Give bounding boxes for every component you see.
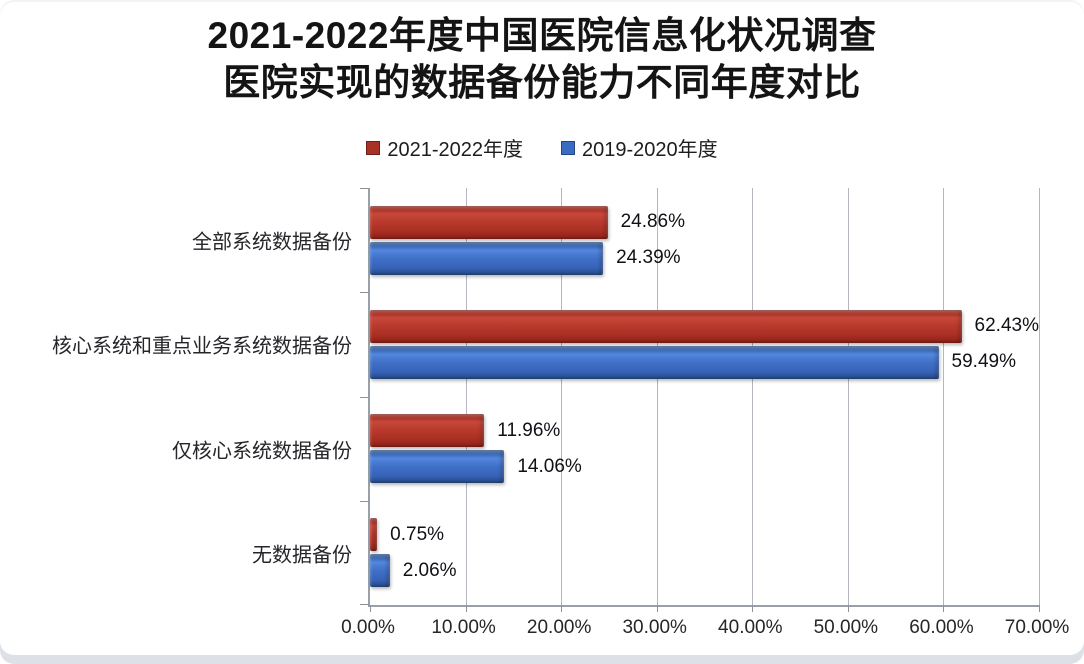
bar-2019-2020 (370, 241, 604, 275)
x-axis-tick-label: 10.00% (431, 617, 496, 638)
legend-swatch-red-icon (366, 140, 381, 155)
bar-2021-2022 (370, 414, 485, 448)
legend: 2021-2022年度 2019-2020年度 (0, 133, 1084, 162)
chart-title: 2021-2022年度中国医院信息化状况调查 医院实现的数据备份能力不同年度对比 (0, 12, 1084, 106)
bar-2019-2020 (370, 450, 505, 484)
bar-value-label: 14.06% (517, 455, 582, 477)
x-axis-tick (370, 605, 371, 612)
bar-2019-2020 (370, 554, 390, 588)
x-axis-tick (943, 605, 945, 612)
y-axis-tick (360, 396, 369, 398)
category-band: 0.75% 2.06% (370, 501, 1039, 605)
category-band: 24.86% 24.39% (370, 188, 1039, 292)
y-axis-tick (360, 500, 369, 502)
x-axis-tick (1039, 605, 1040, 612)
bar-value-label: 24.39% (616, 247, 681, 269)
x-axis-tick (465, 605, 467, 612)
y-axis-tick (360, 188, 369, 189)
x-axis-tick (752, 605, 754, 612)
gridline (847, 188, 849, 605)
category-label: 核心系统和重点业务系统数据备份 (52, 335, 352, 358)
bar-value-label: 59.49% (951, 351, 1016, 373)
y-axis-tick (360, 292, 369, 294)
gridline (943, 188, 945, 605)
gridline (561, 188, 563, 605)
x-axis-tick (656, 605, 658, 612)
gridline (656, 188, 658, 605)
category-label: 全部系统数据备份 (192, 231, 352, 254)
legend-label: 2019-2020年度 (582, 139, 718, 161)
legend-item-2021-2022: 2021-2022年度 (366, 133, 523, 162)
x-axis-tick-label: 20.00% (526, 617, 592, 638)
gridline (752, 188, 754, 605)
bar-2019-2020 (370, 345, 939, 379)
bar-value-label: 62.43% (974, 315, 1039, 337)
bar-row: 62.43% (370, 309, 1039, 343)
plot-area: 24.86% 24.39% 62.43% 59.49% 11.96% 14.06% 0.75… (360, 188, 1040, 612)
x-axis-tick-label: 70.00% (1004, 617, 1070, 638)
x-axis-tick-label: 60.00% (909, 617, 974, 638)
bar-row: 24.86% (370, 205, 1039, 239)
x-axis-tick-label: 40.00% (718, 617, 783, 638)
x-axis-tick-label: 30.00% (622, 617, 687, 638)
bar-row: 0.75% (370, 518, 1039, 552)
bar-row: 11.96% (370, 414, 1039, 448)
chart-title-line2: 医院实现的数据备份能力不同年度对比 (223, 62, 861, 103)
bar-row: 59.49% (370, 345, 1039, 379)
bar-value-label: 11.96% (497, 419, 561, 441)
x-axis-tick (847, 605, 849, 612)
x-axis-tick-label: 50.00% (813, 617, 879, 638)
gridline (1039, 188, 1040, 605)
bar-row: 24.39% (370, 241, 1039, 275)
category-label: 仅核心系统数据备份 (172, 440, 352, 463)
category-label: 无数据备份 (252, 544, 352, 567)
bar-2021-2022 (370, 518, 378, 552)
category-band: 11.96% 14.06% (370, 397, 1039, 501)
bar-value-label: 24.86% (620, 211, 686, 233)
bar-row: 14.06% (370, 450, 1039, 484)
x-axis-tick-label: 0.00% (341, 617, 395, 638)
bar-2021-2022 (370, 309, 962, 343)
x-axis-tick (561, 605, 563, 612)
chart-title-line1: 2021-2022年度中国医院信息化状况调查 (207, 15, 877, 56)
bar-value-label: 2.06% (402, 559, 457, 581)
y-axis-tick (360, 604, 369, 605)
gridline (465, 188, 467, 605)
legend-item-2019-2020: 2019-2020年度 (561, 133, 718, 162)
bar-2021-2022 (370, 205, 608, 239)
legend-swatch-blue-icon (561, 140, 575, 155)
bar-row: 2.06% (370, 554, 1039, 588)
category-band: 62.43% 59.49% (370, 292, 1039, 396)
legend-label: 2021-2022年度 (387, 139, 523, 161)
bar-value-label: 0.75% (390, 523, 445, 545)
